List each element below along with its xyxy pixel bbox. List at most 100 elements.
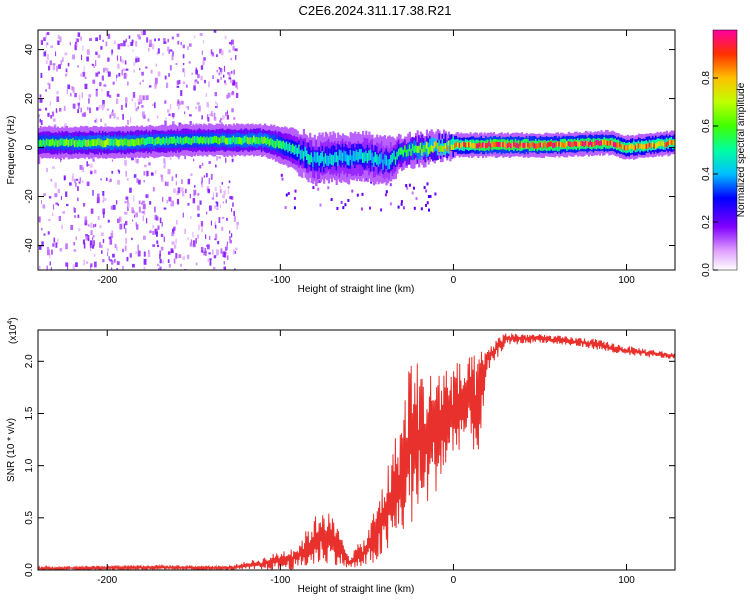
noise-cell [389, 202, 392, 206]
ridge-cell [343, 150, 346, 161]
noise-cell [155, 83, 158, 87]
ridge-cell [524, 142, 527, 148]
ridge-cell [644, 144, 647, 150]
noise-cell [90, 230, 93, 236]
noise-cell [90, 263, 93, 268]
noise-cell [46, 42, 49, 45]
ridge-cell [430, 137, 433, 151]
ridge-cell [439, 145, 443, 152]
noise-cell [215, 192, 218, 198]
noise-cell [173, 188, 176, 193]
noise-cell [185, 188, 187, 194]
noise-cell [223, 190, 227, 195]
ridge-cell [170, 136, 173, 144]
noise-cell [131, 39, 134, 43]
ridge-cell [75, 139, 78, 147]
noise-cell [220, 248, 223, 254]
noise-cell [176, 80, 179, 85]
noise-cell [195, 106, 197, 110]
noise-cell [147, 118, 150, 122]
colorbar: 0.0 0.2 0.4 0.6 0.8 Normalized spectral ampl… [701, 29, 747, 277]
ridge-cell [103, 140, 106, 148]
noise-cell [130, 117, 132, 123]
noise-cell [415, 197, 418, 200]
noise-cell [111, 159, 114, 162]
ridge-cell [142, 137, 145, 145]
noise-cell [230, 79, 233, 84]
noise-cell [147, 252, 151, 258]
noise-cell [143, 235, 146, 240]
ridge-cell [575, 141, 578, 147]
noise-cell [218, 217, 221, 223]
noise-cell [49, 254, 51, 258]
noise-cell [143, 266, 146, 270]
noise-cell [230, 57, 232, 61]
ridge-cell [425, 141, 429, 149]
ridge-cell [139, 138, 142, 146]
noise-cell [361, 192, 364, 196]
noise-cell [156, 115, 159, 119]
noise-cell [342, 206, 345, 210]
noise-cell [213, 116, 217, 121]
ridge-cell [173, 136, 176, 144]
noise-cell [317, 187, 320, 191]
ridge-cell [661, 140, 664, 146]
noise-cell [146, 37, 149, 43]
noise-cell [221, 216, 225, 219]
noise-cell [111, 267, 113, 270]
noise-cell [71, 176, 74, 182]
ridge-cell [365, 150, 368, 161]
x-tick-label: 100 [618, 575, 635, 586]
noise-cell [95, 51, 98, 55]
noise-cell [294, 189, 297, 193]
noise-cell [90, 208, 94, 214]
ridge-cell [625, 145, 628, 151]
noise-cell [197, 205, 200, 211]
ridge-cell [126, 139, 129, 147]
ridge-cell [508, 141, 511, 147]
ridge-cell [444, 143, 447, 149]
ridge-cell [491, 141, 494, 147]
noise-cell [100, 232, 104, 236]
noise-cell [108, 94, 112, 98]
ridge-cell [458, 142, 461, 148]
noise-cell [340, 200, 343, 204]
noise-cell [64, 52, 68, 56]
noise-cell [206, 186, 210, 191]
noise-cell [137, 106, 139, 110]
ridge-cell [614, 142, 617, 148]
noise-cell [166, 181, 169, 187]
noise-cell [190, 215, 192, 219]
ridge-cell [318, 155, 321, 166]
ridge-cell [295, 144, 298, 154]
ridge-cell [256, 136, 259, 144]
noise-cell [365, 177, 368, 181]
noise-cell [189, 121, 192, 125]
ridge-cell [369, 150, 372, 172]
ridge-cell [240, 137, 243, 145]
noise-cell [132, 195, 135, 202]
noise-cell [402, 206, 405, 210]
noise-cell [97, 216, 100, 220]
noise-cell [211, 173, 213, 178]
noise-cell [156, 240, 159, 244]
ridge-cell [382, 159, 385, 170]
noise-cell [97, 193, 100, 200]
ridge-cell [357, 152, 360, 163]
ridge-cell [147, 137, 150, 144]
noise-cell [102, 39, 104, 42]
noise-cell [59, 248, 63, 252]
noise-cell [196, 81, 199, 84]
noise-cell [165, 117, 167, 120]
noise-cell [139, 99, 143, 104]
noise-cell [157, 38, 160, 41]
noise-cell [79, 165, 83, 170]
ridge-cell [267, 136, 270, 144]
noise-cell [146, 170, 149, 177]
ridge-cell [349, 149, 352, 161]
noise-cell [356, 193, 359, 197]
noise-cell [231, 39, 234, 45]
ridge-cell [496, 141, 499, 147]
noise-cell [72, 86, 75, 93]
noise-cell [124, 245, 127, 252]
